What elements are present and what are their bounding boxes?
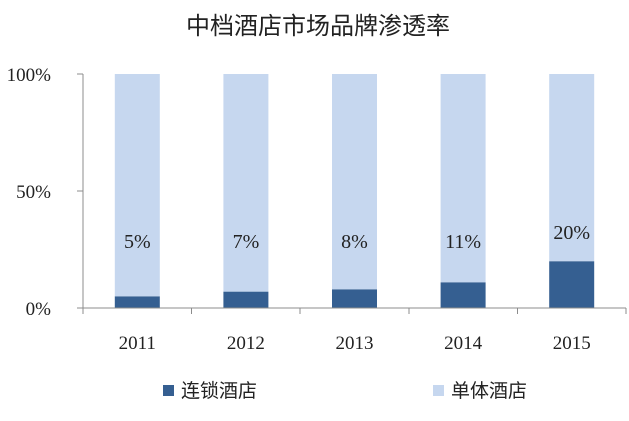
bars-group <box>114 74 595 308</box>
y-tick-label-50: 50% <box>16 182 51 203</box>
x-tick-label-2015: 2015 <box>553 333 591 354</box>
chart-title: 中档酒店市场品牌渗透率 <box>186 12 450 40</box>
data-labels-group: 5% 7% 8% 11% 20% <box>124 222 590 253</box>
data-label-2013: 8% <box>341 231 368 253</box>
bar-independent-2011 <box>114 74 160 297</box>
axes-group <box>77 73 627 314</box>
legend-swatch-independent-hotel <box>433 385 444 396</box>
bar-independent-2015 <box>549 74 595 262</box>
x-tick-label-2011: 2011 <box>119 333 156 354</box>
legend: 连锁酒店 单体酒店 <box>163 380 527 402</box>
bar-independent-2014 <box>440 74 486 283</box>
bar-independent-2012 <box>223 74 269 292</box>
x-tick-label-2014: 2014 <box>444 333 483 354</box>
data-label-2012: 7% <box>233 231 260 253</box>
x-tick-label-2013: 2013 <box>336 333 374 354</box>
y-tick-label-0: 0% <box>26 299 52 320</box>
y-tick-labels-group: 0% 50% 100% <box>7 65 52 320</box>
legend-label-independent-hotel: 单体酒店 <box>451 380 527 402</box>
bar-independent-2013 <box>332 74 377 290</box>
legend-swatch-chain-hotel <box>163 385 174 396</box>
bar-chain-2011 <box>114 296 160 308</box>
bar-chain-2012 <box>223 291 269 308</box>
data-label-2011: 5% <box>124 231 151 253</box>
data-label-2015: 20% <box>553 222 590 244</box>
bar-chain-2013 <box>332 289 377 308</box>
data-label-2014: 11% <box>445 231 481 253</box>
bar-chain-2015 <box>549 261 595 308</box>
legend-label-chain-hotel: 连锁酒店 <box>181 380 257 402</box>
y-tick-label-100: 100% <box>7 65 52 86</box>
x-tick-label-2012: 2012 <box>227 333 265 354</box>
bar-chain-2014 <box>440 282 486 308</box>
x-tick-labels-group: 2011 2012 2013 2014 2015 <box>119 333 591 354</box>
